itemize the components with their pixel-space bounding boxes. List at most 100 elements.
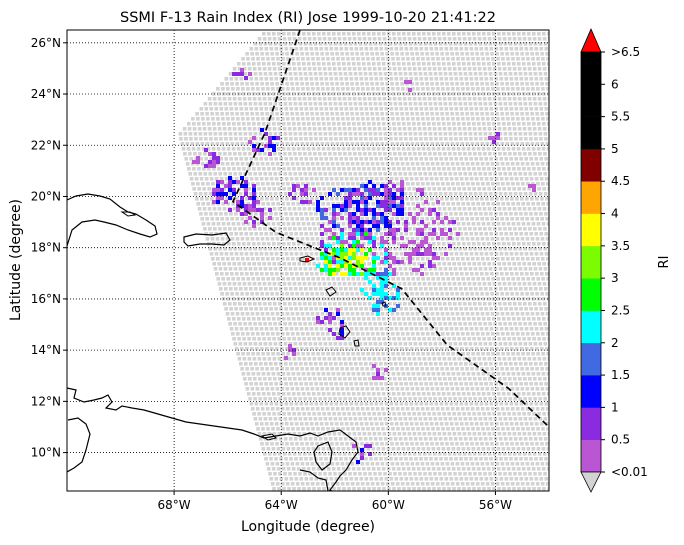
- swath-pixel: [226, 147, 231, 151]
- swath-pixel: [283, 247, 287, 251]
- swath-pixel: [368, 342, 373, 346]
- swath-pixel: [329, 47, 334, 51]
- swath-pixel: [466, 117, 470, 121]
- swath-pixel: [515, 82, 519, 86]
- swath-pixel: [409, 177, 414, 181]
- swath-pixel: [318, 397, 322, 401]
- swath-pixel: [217, 262, 221, 266]
- swath-pixel: [311, 57, 315, 61]
- swath-pixel: [302, 97, 307, 101]
- swath-pixel: [542, 97, 547, 101]
- swath-pixel: [244, 232, 248, 236]
- swath-pixel: [545, 367, 549, 371]
- swath-pixel: [390, 142, 395, 146]
- swath-pixel: [315, 217, 319, 221]
- swath-pixel: [474, 287, 478, 291]
- swath-pixel: [246, 297, 251, 301]
- swath-pixel: [356, 87, 360, 91]
- swath-pixel: [336, 87, 340, 91]
- swath-pixel: [497, 167, 501, 171]
- swath-pixel: [462, 97, 467, 101]
- swath-pixel: [409, 307, 413, 311]
- swath-pixel: [237, 262, 241, 266]
- swath-pixel: [402, 282, 407, 286]
- swath-pixel: [522, 167, 526, 171]
- swath-pixel: [419, 77, 424, 81]
- swath-pixel: [424, 212, 428, 216]
- swath-pixel: [405, 292, 409, 296]
- swath-pixel: [490, 387, 495, 391]
- swath-pixel: [437, 97, 442, 101]
- swath-pixel: [395, 312, 400, 316]
- swath-pixel: [277, 32, 281, 36]
- swath-pixel: [532, 282, 537, 286]
- swath-pixel: [224, 157, 228, 161]
- swath-pixel: [528, 302, 532, 306]
- swath-pixel: [264, 382, 268, 386]
- swath-pixel: [291, 372, 296, 376]
- swath-pixel: [437, 317, 441, 321]
- swath-pixel: [221, 117, 225, 121]
- swath-pixel: [278, 152, 282, 156]
- swath-pixel: [491, 222, 496, 226]
- swath-pixel: [183, 132, 188, 136]
- swath-pixel: [448, 267, 453, 271]
- swath-pixel: [508, 72, 513, 76]
- swath-pixel: [387, 127, 392, 131]
- swath-pixel: [543, 192, 548, 196]
- swath-pixel: [472, 282, 477, 286]
- swath-pixel: [261, 277, 265, 281]
- swath-pixel: [378, 267, 383, 271]
- swath-pixel: [518, 302, 522, 306]
- swath-pixel: [493, 72, 498, 76]
- swath-pixel: [285, 217, 289, 221]
- swath-pixel: [299, 157, 303, 161]
- swath-pixel: [375, 162, 380, 166]
- swath-pixel: [259, 232, 263, 236]
- swath-pixel: [379, 232, 383, 236]
- swath-pixel: [347, 242, 351, 246]
- swath-pixel: [503, 172, 507, 176]
- swath-pixel: [368, 152, 372, 156]
- swath-pixel: [517, 207, 522, 211]
- swath-pixel: [449, 47, 454, 51]
- swath-pixel: [486, 117, 490, 121]
- swath-pixel: [187, 127, 192, 131]
- swath-pixel: [519, 232, 523, 236]
- swath-pixel: [240, 367, 244, 371]
- swath-pixel: [457, 187, 461, 191]
- swath-pixel: [324, 157, 328, 161]
- swath-pixel: [529, 307, 533, 311]
- swath-pixel: [287, 167, 291, 171]
- swath-pixel: [453, 132, 458, 136]
- swath-pixel: [203, 102, 208, 106]
- swath-pixel: [463, 342, 468, 346]
- swath-pixel: [462, 357, 467, 361]
- swath-pixel: [345, 82, 349, 86]
- swath-pixel: [421, 352, 425, 356]
- swath-pixel: [442, 317, 446, 321]
- swath-pixel: [510, 347, 514, 351]
- swath-pixel: [541, 202, 545, 206]
- swath-pixel: [522, 262, 526, 266]
- swath-pixel: [431, 57, 435, 61]
- swath-pixel: [261, 117, 265, 121]
- swath-pixel: [309, 287, 313, 291]
- swath-pixel: [439, 382, 443, 386]
- swath-pixel: [486, 87, 490, 91]
- swath-pixel: [221, 257, 225, 261]
- swath-pixel: [274, 327, 279, 331]
- swath-pixel: [354, 402, 359, 406]
- swath-pixel: [336, 147, 341, 151]
- swath-pixel: [415, 347, 419, 351]
- swath-pixel: [424, 362, 428, 366]
- swath-pixel: [421, 297, 426, 301]
- swath-pixel: [532, 67, 537, 71]
- swath-pixel: [233, 302, 237, 306]
- swath-pixel: [257, 167, 261, 171]
- swath-pixel: [426, 182, 430, 186]
- swath-pixel: [383, 342, 388, 346]
- swath-pixel: [541, 257, 545, 261]
- swath-pixel: [381, 117, 385, 121]
- swath-pixel: [395, 142, 400, 146]
